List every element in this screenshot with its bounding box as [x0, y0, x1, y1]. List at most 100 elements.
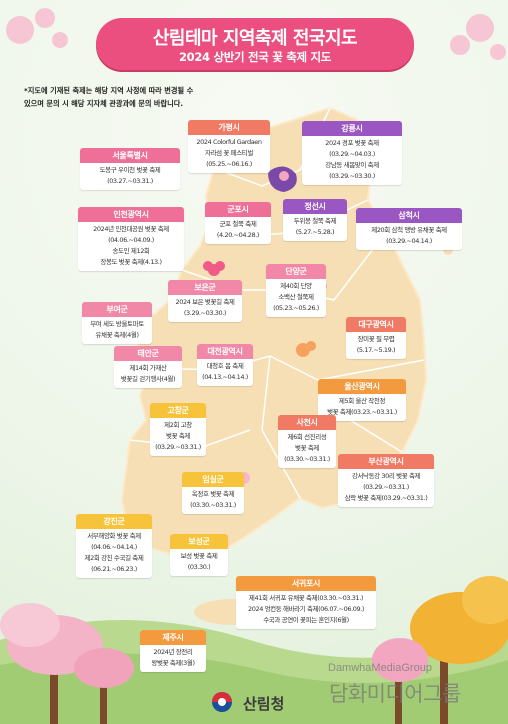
festival-info-line: (5.17.~5.19.) — [356, 346, 396, 354]
region-name: 태안군 — [114, 346, 182, 361]
region-gunpo: 군포시 군포 철쭉 축제 (4.20.~04.28.) — [205, 202, 271, 244]
festival-info-line: 도봉구 우이천 벚꽃 축제 — [99, 166, 161, 174]
festival-info-line: (04.06.~04.09.) — [108, 236, 154, 244]
festival-info-line: 2024년 장전리 — [153, 648, 193, 656]
festival-info-line: 송도인 제12회 — [112, 247, 150, 255]
region-name: 정선시 — [283, 199, 347, 214]
festival-info-line: 제2회 고창 — [164, 421, 192, 429]
title-banner: 산림테마 지역축제 전국지도 2024 상반기 전국 꽃 축제 지도 — [96, 18, 414, 70]
festival-info-line: (03.30.) — [187, 563, 211, 571]
notice-text: *지도에 기재된 축제는 해당 지역 사정에 따라 변경될 수 있으며 문의 시… — [24, 84, 234, 110]
festival-info-line: 강서낙동강 30리 벚꽃 축제 — [351, 472, 421, 480]
forest-service-logo-icon — [212, 692, 232, 712]
festival-info-line: 왕벚꽃 축제(3월) — [151, 659, 195, 667]
region-jeongseon: 정선시 두위봉 철쭉 축제 (5.27.~5.28.) — [283, 199, 347, 241]
tree-icon — [372, 576, 508, 724]
region-busan: 부산광역시 강서낙동강 30리 벚꽃 축제 (03.29.~03.31.) 삼락 벚… — [338, 454, 434, 507]
festival-info-line: 2024 엉컨둥 해바라기 축제(06.07.~06.09.) — [247, 605, 365, 613]
festival-info-line: 소백산 철쭉제 — [278, 293, 314, 301]
region-name: 가평시 — [188, 120, 270, 135]
festival-info-line: (06.21.~06.23.) — [91, 565, 137, 573]
region-name: 고창군 — [150, 403, 206, 418]
region-imsil: 임실군 옥정호 벚꽃 축제 (03.30.~03.31.) — [182, 472, 244, 514]
watermark-en: DamwhaMediaGroup — [328, 662, 432, 674]
festival-info-line: (3.29.~03.30.) — [183, 309, 227, 317]
festival-info-line: (05.25.~06.16.) — [206, 160, 252, 168]
region-name: 인천광역시 — [78, 207, 184, 222]
region-daejeon: 대전광역시 대청호 봄 축제 (04.13.~04.14.) — [197, 344, 253, 386]
region-seogwipo: 서귀포시 제41회 서귀포 유채꽃 축제(03.30.~03.31.) 2024 … — [236, 576, 376, 629]
region-name: 보성군 — [170, 534, 228, 549]
region-name: 서울특별시 — [80, 148, 180, 163]
festival-info-line: (03.29.~03.31.) — [155, 443, 201, 451]
festival-info-line: 제41회 서귀포 유채꽃 축제(03.30.~03.31.) — [248, 594, 364, 602]
festival-info-line: (4.20.~04.28.) — [216, 231, 260, 239]
region-boseong: 보성군 보성 벚꽃 축제 (03.30.) — [170, 534, 228, 576]
region-name: 삼척시 — [356, 208, 462, 223]
region-name: 보은군 — [168, 280, 242, 295]
festival-info-line: 군포 철쭉 축제 — [219, 220, 257, 228]
festival-info-line: (04.06.~04.14.) — [91, 543, 137, 551]
festival-info-line: 제20회 삼척 맹방 유채꽃 축제 — [371, 226, 447, 234]
festival-info-line: (05.23.~05.26.) — [273, 304, 319, 312]
region-name: 단양군 — [266, 264, 326, 279]
tree-icon — [0, 603, 134, 724]
region-samcheok: 삼척시 제20회 삼척 맹방 유채꽃 축제 (03.29.~04.14.) — [356, 208, 462, 250]
region-name: 제주시 — [140, 630, 206, 645]
region-name: 대구광역시 — [346, 317, 406, 332]
page-title: 산림테마 지역축제 전국지도 — [152, 28, 358, 49]
festival-info-line: 제40회 단양 — [280, 282, 312, 290]
festival-info-line: 서부해양화 벚꽃 축제 — [87, 532, 141, 540]
region-name: 강릉시 — [302, 121, 402, 136]
region-seoul: 서울특별시 도봉구 우이천 벚꽃 축제 (03.27.~03.31.) — [80, 148, 180, 190]
region-name: 강진군 — [76, 514, 152, 529]
festival-info-line: 벚꽃 축제(03.23.~03.31.) — [327, 408, 397, 416]
festival-info-line: 제6회 선진리성 — [287, 433, 327, 441]
cherry-blossom-icon — [6, 8, 506, 60]
org-name: 산림청 — [243, 695, 285, 713]
festival-info-line: 부여 세도 방울토마토 — [90, 320, 144, 328]
festival-info-line: 옥정호 벚꽃 축제 — [191, 490, 235, 498]
festival-info-line: 2024 보은 벚꽃길 축제 — [175, 298, 235, 306]
region-name: 군포시 — [205, 202, 271, 217]
region-name: 울산광역시 — [318, 379, 406, 394]
festival-info-line: 2024년 인천대공원 벚꽃 축제 — [93, 225, 169, 233]
region-name: 서귀포시 — [236, 576, 376, 591]
festival-info-line: (03.29.~04.14.) — [386, 237, 432, 245]
page-subtitle: 2024 상반기 전국 꽃 축제 지도 — [178, 50, 332, 64]
region-gapyeong: 가평시 2024 Colorful Gardaen 자라섬 꽃 페스티벌 (05.2… — [188, 120, 270, 173]
region-gangneung: 강릉시 2024 경포 벚꽃 축제 (03.29.~04.03.) 강남동 새봄맞이… — [302, 121, 402, 185]
region-name: 부여군 — [82, 302, 152, 317]
festival-info-line: 벚꽃 축제 — [295, 444, 319, 452]
festival-info-line: 수국과 공연이 꽃피는 혼인지(6월) — [263, 616, 349, 624]
festival-info-line: 벚꽃 축제 — [166, 432, 190, 440]
festival-info-line: (03.29.~03.30.) — [329, 172, 375, 180]
region-name: 사천시 — [278, 415, 336, 430]
region-buyeo: 부여군 부여 세도 방울토마토 유채꽃 축제(4월) — [82, 302, 152, 344]
festival-info-line: (5.27.~5.28.) — [295, 228, 335, 236]
festival-info-line: 제14회 가재산 — [129, 364, 167, 372]
festival-info-line: 장미꽃 필 무렵 — [357, 335, 395, 343]
festival-info-line: 대청호 봄 축제 — [206, 362, 244, 370]
region-gangjin: 강진군 서부해양화 벚꽃 축제 (04.06.~04.14.) 제2회 강진 수국길… — [76, 514, 152, 578]
festival-info-line: 2024 경포 벚꽃 축제 — [325, 139, 379, 147]
region-name: 부산광역시 — [338, 454, 434, 469]
region-incheon: 인천광역시 2024년 인천대공원 벚꽃 축제 (04.06.~04.09.) 송도… — [78, 207, 184, 271]
festival-info-line: (03.29.~04.03.) — [329, 150, 375, 158]
festival-info-line: 강남동 새봄맞이 축제 — [325, 161, 379, 169]
notice-line-1: *지도에 기재된 축제는 해당 지역 사정에 따라 변경될 수 — [24, 86, 194, 95]
festival-info-line: 벚꽃길 걷기행사(4월) — [120, 375, 176, 383]
region-daegu: 대구광역시 장미꽃 필 무렵 (5.17.~5.19.) — [346, 317, 406, 359]
festival-info-line: 두위봉 철쭉 축제 — [293, 217, 337, 225]
festival-info-line: 삼락 벚꽃 축제(03.29.~03.31.) — [344, 494, 428, 502]
region-name: 대전광역시 — [197, 344, 253, 359]
festival-info-line: 보성 벚꽃 축제 — [180, 552, 218, 560]
festival-info-line: 장봉도 벚꽃 축제(4.13.) — [100, 258, 162, 266]
festival-info-line: (03.30.~03.31.) — [284, 455, 330, 463]
festival-info-line: (03.29.~03.31.) — [363, 483, 409, 491]
region-name: 임실군 — [182, 472, 244, 487]
region-ulsan: 울산광역시 제5회 울산 작천정 벚꽃 축제(03.23.~03.31.) — [318, 379, 406, 421]
